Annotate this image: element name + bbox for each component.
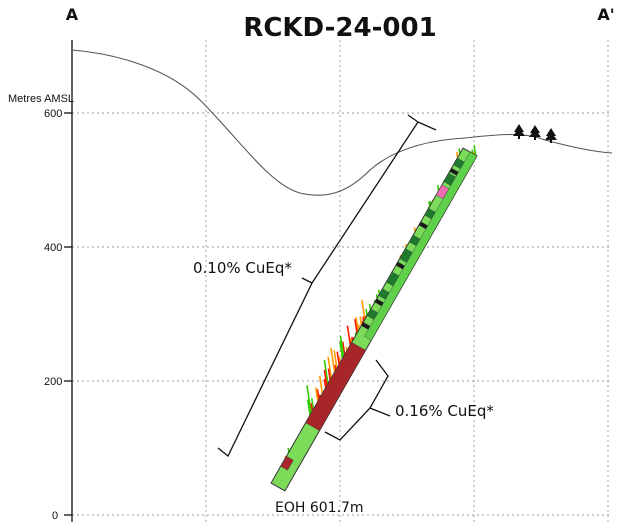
trace-strip	[364, 151, 478, 341]
upper-interval-label: 0.10% CuEq*	[193, 259, 292, 277]
grid-lines	[72, 40, 612, 522]
end-of-hole-label: EOH 601.7m	[275, 500, 364, 516]
lower-interval-bracket	[324, 359, 391, 441]
drill-hole-trace	[270, 147, 478, 492]
upper-interval-bracket	[217, 114, 437, 458]
tree-icon	[545, 128, 557, 143]
section-title: RCKD-24-001	[243, 13, 436, 43]
y-tick-200: 200	[44, 376, 62, 388]
y-tick-0: 0	[52, 510, 58, 522]
lower-interval-label: 0.16% CuEq*	[395, 402, 494, 420]
lithology-band	[280, 455, 294, 471]
tree-icon	[513, 124, 525, 139]
y-axis-ticks	[64, 112, 72, 516]
high-grade-interval	[305, 342, 366, 431]
y-tick-600: 600	[44, 108, 62, 120]
section-end-label: A'	[597, 5, 614, 24]
tree-icon	[529, 125, 541, 140]
y-tick-400: 400	[44, 242, 62, 254]
y-axis-label: Metres AMSL	[8, 93, 74, 105]
topography-line	[71, 49, 613, 196]
section-start-label: A	[66, 5, 79, 24]
